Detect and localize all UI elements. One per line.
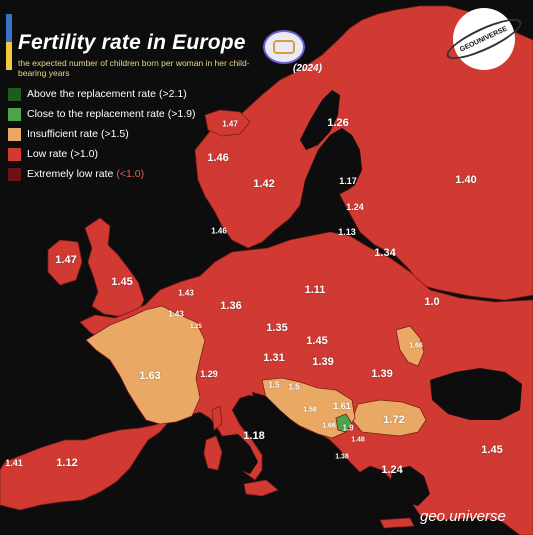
legend-label: Insufficient rate — [27, 128, 99, 140]
turkey-rate: 1.45 — [481, 444, 503, 456]
legend-threshold: (>1.5) — [101, 128, 129, 140]
hungary-rate: 1.39 — [312, 356, 334, 368]
corsica-shape — [211, 405, 223, 431]
poland-rate: 1.11 — [304, 284, 326, 296]
croatia-rate: 1.5 — [288, 382, 300, 392]
legend-label: Extremely low rate — [27, 168, 114, 180]
luxembourg-rate: 1.25 — [190, 324, 202, 330]
slovakia-rate: 1.45 — [306, 335, 328, 347]
map-year: (2024) — [293, 63, 322, 74]
legend-label: Above the replacement rate — [27, 88, 156, 100]
legend-threshold: (>1.9) — [167, 108, 196, 120]
tyrrhenian-sea — [222, 434, 258, 474]
serbia-rate: 1.61 — [333, 401, 351, 411]
legend-label: Low rate — [27, 148, 68, 160]
sicily-shape — [243, 479, 279, 497]
romania-rate: 1.39 — [371, 368, 393, 380]
germany-rate: 1.36 — [220, 300, 242, 312]
ukraine-rate: 1.0 — [424, 296, 440, 308]
belgium-rate: 1.43 — [168, 309, 184, 319]
sweden-rate: 1.42 — [253, 178, 275, 190]
legend-item: Close to the replacement rate (>1.9) — [8, 104, 195, 124]
baby-icon — [263, 30, 305, 64]
legend-item: Above the replacement rate (>2.1) — [8, 84, 195, 104]
crete-shape — [379, 517, 415, 529]
moldova-rate: 1.66 — [409, 342, 423, 350]
map-subtitle: the expected number of children born per… — [18, 58, 250, 78]
spain-rate: 1.12 — [56, 457, 78, 469]
denmark-rate: 1.46 — [211, 226, 227, 236]
gb-shape — [84, 217, 145, 317]
moldova-shape — [395, 325, 425, 367]
header-accent-bar — [6, 14, 12, 70]
estonia-rate: 1.17 — [339, 176, 357, 186]
legend-threshold: (>1.0) — [70, 148, 99, 160]
norway-rate: 1.46 — [207, 152, 229, 164]
legend: Above the replacement rate (>2.1) Close to… — [8, 84, 195, 184]
baltic-sea — [298, 128, 362, 230]
albania-rate: 1.38 — [335, 453, 349, 461]
bulgaria-rate: 1.72 — [383, 414, 405, 426]
adriatic-sea — [252, 392, 320, 452]
belarus-rate: 1.34 — [374, 247, 396, 259]
russia-rate: 1.40 — [455, 174, 477, 186]
legend-swatch — [8, 127, 21, 141]
legend-threshold: (<1.0) — [116, 168, 145, 180]
legend-swatch — [8, 167, 21, 181]
legend-swatch — [8, 87, 21, 101]
legend-label: Close to the replacement rate — [27, 108, 165, 120]
sardinia-shape — [203, 435, 223, 471]
north-macedonia-rate: 1.48 — [351, 436, 365, 444]
legend-swatch — [8, 107, 21, 121]
legend-swatch — [8, 147, 21, 161]
montenegro-rate: 1.66 — [322, 422, 336, 430]
greece-rate: 1.24 — [381, 464, 403, 476]
ireland-shape — [47, 239, 83, 286]
switzerland-rate: 1.29 — [200, 369, 218, 379]
bulgaria-shape — [351, 399, 427, 437]
geouniverse-logo: GEOUNIVERSE — [442, 8, 526, 70]
lithuania-rate: 1.13 — [338, 227, 356, 237]
legend-threshold: (>2.1) — [159, 88, 187, 100]
netherlands-rate: 1.43 — [178, 288, 194, 298]
latvia-rate: 1.24 — [346, 202, 364, 212]
france-rate: 1.63 — [139, 370, 161, 382]
bosnia-rate: 1.58 — [303, 406, 317, 414]
finland-rate: 1.26 — [327, 117, 349, 129]
accent-yellow — [6, 42, 12, 70]
iceland-shape — [204, 109, 251, 137]
accent-blue — [6, 14, 12, 42]
nordic-russia-landmass — [194, 5, 533, 301]
uk-rate: 1.45 — [111, 276, 133, 288]
kosovo-rate: 1.9 — [342, 423, 354, 433]
map-title: Fertility rate in Europe — [18, 31, 246, 54]
ireland-rate: 1.47 — [55, 254, 77, 266]
slovenia-rate: 1.5 — [268, 380, 280, 390]
france-shape — [85, 305, 206, 425]
portugal-rate: 1.41 — [5, 458, 23, 468]
aegean-sea — [390, 466, 430, 506]
czechia-rate: 1.35 — [266, 322, 288, 334]
gulf-of-bothnia — [300, 90, 340, 150]
legend-item: Low rate (>1.0) — [8, 144, 195, 164]
legend-item: Extremely low rate (<1.0) — [8, 164, 195, 184]
credit-text: geo.universe — [420, 508, 506, 525]
iceland-rate: 1.47 — [222, 119, 238, 129]
italy-rate: 1.18 — [243, 430, 265, 442]
kosovo-shape — [335, 413, 353, 433]
legend-item: Insufficient rate (>1.5) — [8, 124, 195, 144]
black-sea — [430, 368, 522, 420]
austria-rate: 1.31 — [263, 352, 285, 364]
